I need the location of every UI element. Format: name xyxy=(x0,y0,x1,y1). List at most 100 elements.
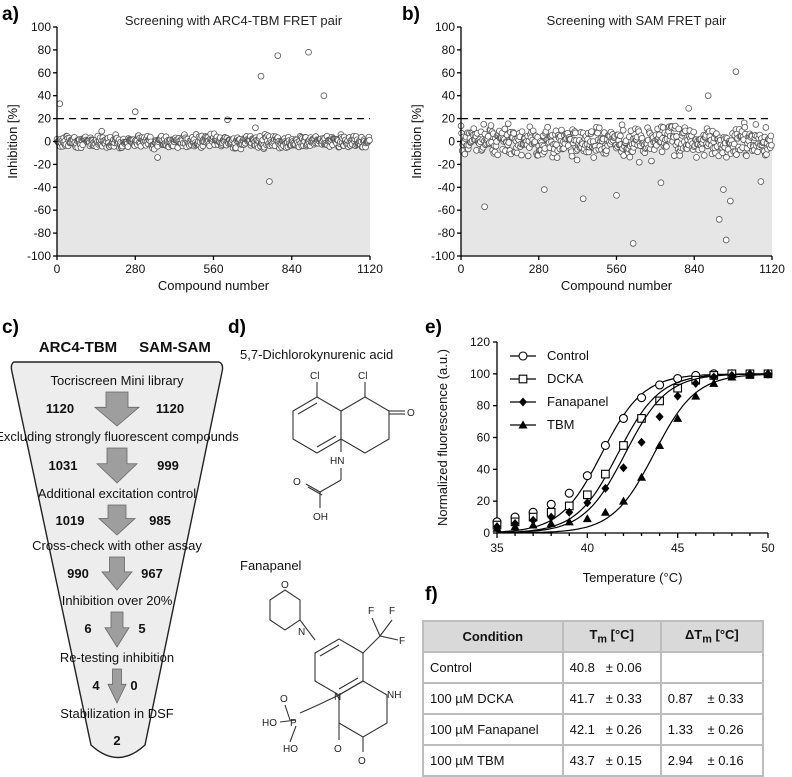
ring-pyridinone xyxy=(340,396,390,454)
data-point xyxy=(481,203,488,211)
data-point xyxy=(673,413,683,422)
data-point xyxy=(722,236,730,244)
data-point xyxy=(98,127,106,135)
data-point xyxy=(698,145,706,153)
negative-region-shade xyxy=(57,141,370,256)
funnel-count-right: 0 xyxy=(130,678,137,693)
y-tick-label: 80 xyxy=(477,399,491,413)
series-dcka xyxy=(492,369,773,534)
data-point xyxy=(588,128,595,135)
legend-label: Fanapanel xyxy=(547,394,609,409)
y-tick-label: -100 xyxy=(431,249,455,263)
y-tick-label: 40 xyxy=(38,89,52,103)
funnel-step-label: Re-testing inhibition xyxy=(60,650,174,665)
data-point xyxy=(572,129,579,137)
data-point xyxy=(704,92,712,99)
atom-nh: HN xyxy=(330,456,344,467)
data-point xyxy=(487,122,495,129)
data-point xyxy=(600,507,610,516)
data-point xyxy=(655,412,664,422)
funnel-step-label: Tocriscreen Mini library xyxy=(51,373,184,388)
atom-o-morph: O xyxy=(281,580,289,591)
data-point xyxy=(762,124,770,131)
data-point xyxy=(524,152,532,160)
y-tick-label: 100 xyxy=(31,20,51,34)
data-point xyxy=(547,512,556,522)
panel-label-b: b) xyxy=(402,4,420,25)
legend-label: TBM xyxy=(547,417,574,432)
table-row: 100 µM Fanapanel 42.1 ± 0.26 1.33 ± 0.26 xyxy=(422,713,765,746)
cell-delta-tm: 1.33 ± 0.26 xyxy=(659,713,765,746)
data-point xyxy=(763,151,770,158)
atom-po: O xyxy=(280,694,288,705)
data-point xyxy=(768,141,775,149)
x-tick-label: 560 xyxy=(606,262,626,276)
funnel-count-left: 6 xyxy=(84,621,91,636)
data-point xyxy=(274,52,282,59)
funnel-count-left: 4 xyxy=(92,678,100,693)
funnel-step-label: Inhibition over 20% xyxy=(62,593,173,608)
data-point xyxy=(600,440,610,451)
x-tick-label: 35 xyxy=(490,541,504,555)
y-tick-label: 0 xyxy=(448,135,455,149)
data-point xyxy=(546,518,556,527)
panel-label-d: d) xyxy=(228,317,246,338)
y-tick-label: -60 xyxy=(438,203,456,217)
cell-delta-tm: 2.94 ± 0.16 xyxy=(659,744,765,777)
data-point xyxy=(693,154,700,161)
data-point xyxy=(252,124,259,132)
funnel-column-left: ARC4-TBM xyxy=(39,339,117,356)
atom-f3: F xyxy=(399,636,405,647)
data-point xyxy=(564,488,574,498)
funnel-step-label: Stabilization in DSF xyxy=(60,706,173,721)
data-point xyxy=(573,156,581,164)
data-point xyxy=(629,240,637,247)
y-tick-label: 120 xyxy=(470,335,490,349)
data-point xyxy=(582,471,592,481)
data-point xyxy=(655,380,665,390)
data-point xyxy=(715,216,723,223)
data-point xyxy=(366,136,373,144)
funnel-arrow-icon xyxy=(96,447,138,484)
fit-curve xyxy=(497,373,768,534)
funnel-arrow-icon xyxy=(101,556,133,591)
data-point xyxy=(658,148,666,156)
legend-item: Control xyxy=(510,348,589,363)
molecule-fanapanel: Fanapanel O N F F F N NH O O P O HO HO xyxy=(240,558,405,767)
funnel-step-label: Cross-check with other assay xyxy=(32,538,202,553)
table-header-row: Condition Tm [°C] ΔTm [°C] xyxy=(422,620,765,653)
data-point xyxy=(730,140,738,148)
data-point xyxy=(709,378,719,387)
data-point xyxy=(617,132,624,140)
chart-title-a: Screening with ARC4-TBM FRET pair xyxy=(125,13,343,28)
y-tick-label: -80 xyxy=(34,226,52,240)
data-point xyxy=(637,437,646,447)
panel-label-e: e) xyxy=(425,317,442,338)
y-tick-label: -60 xyxy=(34,203,52,217)
legend-item: DCKA xyxy=(510,371,583,386)
cell-tm: 40.8 ± 0.06 xyxy=(561,651,662,684)
funnel-steps: Tocriscreen Mini library 1120 1120 Excludin… xyxy=(0,373,239,748)
data-point xyxy=(700,152,708,159)
atom-cl2: Cl xyxy=(358,371,367,382)
molecule-name-dcka: 5,7-Dichlorokynurenic acid xyxy=(240,347,393,362)
atom-p: P xyxy=(290,718,297,729)
data-point xyxy=(480,120,488,128)
data-point xyxy=(590,154,598,161)
data-point xyxy=(663,143,670,150)
header-condition: Condition xyxy=(422,620,564,653)
ring-benzene xyxy=(292,396,342,454)
legend-label: Control xyxy=(547,348,589,363)
data-point xyxy=(461,150,469,158)
data-point xyxy=(124,143,132,150)
legend-e: Control DCKA Fanapanel TBM xyxy=(510,348,609,432)
funnel-count-right: 999 xyxy=(157,458,179,473)
data-point xyxy=(619,126,627,134)
atom-o-carbonyl-2: O xyxy=(358,756,366,767)
atom-f1: F xyxy=(368,606,374,617)
y-tick-label: -40 xyxy=(438,180,456,194)
cell-condition: 100 µM DCKA xyxy=(422,682,564,715)
data-point xyxy=(637,472,647,481)
data-point xyxy=(583,498,592,508)
